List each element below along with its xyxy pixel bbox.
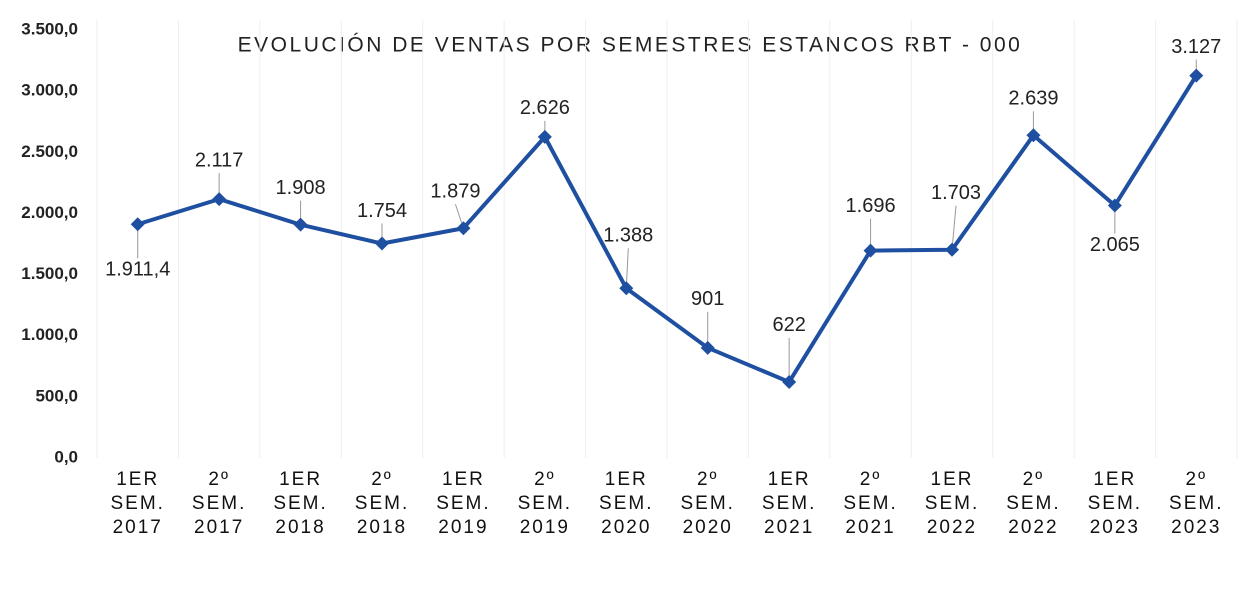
data-label: 1.908: [276, 177, 326, 199]
line: [137, 74, 1198, 384]
x-tick-label: 1ER SEM. 2020: [599, 469, 654, 538]
marker: [212, 192, 227, 207]
marker: [1026, 128, 1041, 143]
chart-title: EVOLUCIÓN DE VENTAS POR SEMESTRES ESTANC…: [238, 34, 1023, 57]
data-label: 1.911,4: [105, 259, 170, 281]
x-tick-label: 1ER SEM. 2017: [110, 469, 165, 538]
data-label: 2.065: [1090, 234, 1140, 256]
marker: [1107, 198, 1122, 213]
x-tick-label: 1ER SEM. 2019: [436, 469, 491, 538]
data-label: 2.639: [1008, 88, 1058, 110]
y-tick-label: 1.500,0: [21, 264, 78, 283]
x-tick-label: 2º SEM. 2023: [1169, 469, 1224, 538]
data-label: 1.696: [846, 195, 896, 217]
x-tick-label: 2º SEM. 2018: [354, 469, 410, 538]
x-tick-label: 2º SEM. 2020: [680, 469, 735, 538]
y-tick-label: 2.000,0: [21, 203, 78, 222]
y-tick-label: 3.000,0: [21, 81, 78, 100]
y-tick-label: 2.500,0: [21, 142, 78, 161]
data-label: 1.388: [603, 225, 653, 247]
data-label: 1.754: [357, 200, 407, 222]
marker: [375, 236, 389, 251]
y-tick-label: 1.000,0: [21, 325, 78, 344]
y-tick-label: 0,0: [54, 447, 78, 466]
marker: [700, 340, 715, 355]
marker: [537, 129, 552, 144]
x-tick-label: 1ER SEM. 2022: [924, 469, 980, 538]
x-tick-label: 2º SEM. 2021: [843, 469, 898, 538]
x-tick-label: 1ER SEM. 2021: [761, 469, 817, 538]
data-label: 622: [772, 314, 805, 336]
leader-line: [951, 205, 957, 250]
x-tick-label: 1ER SEM. 2018: [273, 469, 328, 538]
data-label: 1.879: [430, 181, 480, 203]
data-label: 2.117: [195, 149, 244, 171]
y-tick-label: 500,0: [35, 386, 78, 405]
data-label: 3.127: [1171, 36, 1221, 58]
data-label: 1.703: [931, 182, 981, 204]
marker: [130, 217, 145, 232]
x-tick-label: 2º SEM. 2017: [191, 469, 247, 538]
x-tick-label: 2º SEM. 2019: [517, 469, 573, 538]
x-tick-label: 2º SEM. 2022: [1006, 469, 1061, 538]
marker: [863, 243, 878, 258]
marker: [456, 221, 471, 236]
marker: [945, 242, 959, 257]
marker: [619, 281, 634, 296]
x-tick-label: 1ER SEM. 2023: [1087, 469, 1143, 538]
data-label: 2.626: [520, 97, 570, 119]
data-label: 901: [691, 288, 724, 310]
marker: [1189, 68, 1204, 83]
marker: [293, 217, 308, 232]
marker: [782, 374, 797, 389]
y-tick-label: 3.500,0: [21, 19, 78, 38]
